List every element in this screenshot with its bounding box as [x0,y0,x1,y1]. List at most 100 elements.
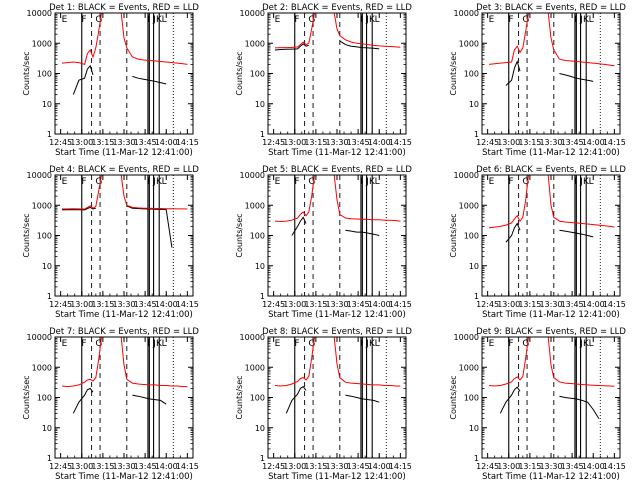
y-tick-label: 10000 [27,9,52,18]
plot-frame [481,336,621,459]
x-tick-label: 13:45 [347,462,370,471]
event-marker-label: F [81,339,86,349]
x-tick-label: 13:30 [539,462,562,471]
event-marker-label: F [294,15,299,25]
panel-title: Det 9: BLACK = Events, RED = LLD [476,327,626,337]
x-axis-label: Start Time (11-Mar-12 12:41:00) [55,148,193,158]
x-tick-label: 14:00 [582,300,605,309]
det-7-panel: Det 7: BLACK = Events, RED = LLD E F G I J K L 1… [22,327,199,480]
x-tick-label: 12:45 [476,462,499,471]
y-tick-label: 10000 [27,333,52,342]
y-tick-label: 100 [464,232,479,241]
x-tick-label: 13:00 [70,138,93,147]
y-tick-label: 100 [37,232,52,241]
y-tick-label: 1000 [32,39,52,48]
x-tick-label: 13:15 [518,462,541,471]
event-marker-label: J [579,177,583,187]
event-marker-label: L [375,15,380,25]
lld-series-line [274,337,401,387]
x-tick-label: 14:00 [155,138,178,147]
x-tick-label: 13:00 [70,300,93,309]
x-axis-label: Start Time (11-Mar-12 12:41:00) [268,148,406,158]
det-2-panel: Det 2: BLACK = Events, RED = LLD E F G I J K L 1… [235,3,412,158]
y-axis-label: Counts/sec [449,375,458,419]
y-axis-label: Counts/sec [235,51,244,95]
event-marker-label: I [361,177,364,187]
det-1-panel: Det 1: BLACK = Events, RED = LLD E F G I J K L 1… [22,3,199,158]
event-marker-label: G [95,177,102,187]
events-series-line [505,60,594,86]
x-tick-label: 13:30 [325,138,348,147]
x-tick-label: 13:45 [134,138,157,147]
y-tick-label: 1000 [245,363,265,372]
event-marker-label: K [369,339,376,349]
y-tick-label: 1 [47,130,52,139]
event-marker-label: J [365,15,369,25]
y-tick-label: 1 [474,130,479,139]
x-tick-label: 14:00 [582,138,605,147]
x-tick-label: 14:00 [582,462,605,471]
event-marker-label: E [489,339,495,349]
det-4-panel: Det 4: BLACK = Events, RED = LLD E F G I J K L 1… [22,165,199,320]
y-tick-label: 10 [469,100,479,109]
plot-frame [267,12,407,135]
x-tick-label: 12:45 [476,300,499,309]
panel-title: Det 1: BLACK = Events, RED = LLD [49,3,199,13]
y-tick-label: 10000 [454,171,479,180]
x-tick-label: 12:45 [262,300,285,309]
x-tick-label: 14:00 [155,300,178,309]
events-series-line [505,222,594,243]
y-tick-label: 1 [260,130,265,139]
event-marker-label: I [361,339,364,349]
x-tick-label: 13:45 [347,138,370,147]
event-marker-label: J [152,177,156,187]
event-marker-label: J [152,15,156,25]
x-tick-label: 13:45 [561,300,584,309]
y-tick-label: 10000 [240,9,265,18]
y-tick-label: 10 [469,262,479,271]
events-series-line [285,385,380,414]
y-tick-label: 100 [37,70,52,79]
lld-series-line [488,13,615,67]
x-axis-label: Start Time (11-Mar-12 12:41:00) [268,310,406,320]
event-marker-label: F [508,15,513,25]
event-marker-label: K [583,177,590,187]
x-tick-label: 13:00 [283,462,306,471]
lld-series-line [61,337,188,388]
y-tick-label: 100 [464,394,479,403]
event-marker-label: F [294,339,299,349]
x-tick-label: 14:15 [389,138,412,147]
x-tick-label: 13:15 [518,138,541,147]
y-tick-label: 100 [464,70,479,79]
x-tick-label: 13:00 [497,138,520,147]
y-tick-label: 1 [474,454,479,463]
event-marker-label: F [508,339,513,349]
y-tick-label: 1 [47,454,52,463]
lld-series-line [61,13,188,66]
x-tick-label: 14:00 [368,462,391,471]
event-marker-label: E [275,15,281,25]
y-tick-label: 10000 [27,171,52,180]
lld-series-line [274,13,401,49]
det-5-panel: Det 5: BLACK = Events, RED = LLD E F G I J K L 1… [235,165,412,320]
event-marker-label: L [162,177,167,187]
event-marker-label: F [508,177,513,187]
event-marker-label: I [575,177,578,187]
x-tick-label: 14:00 [368,300,391,309]
y-tick-label: 1 [260,454,265,463]
plot-frame [481,12,621,135]
event-marker-label: I [148,177,151,187]
y-tick-label: 1000 [459,363,479,372]
y-axis-label: Counts/sec [22,213,31,257]
y-tick-label: 10000 [454,9,479,18]
y-tick-label: 1000 [459,39,479,48]
y-axis-label: Counts/sec [449,213,458,257]
x-tick-label: 13:30 [539,138,562,147]
y-tick-label: 1 [474,292,479,301]
event-marker-label: K [156,339,163,349]
event-marker-label: G [95,339,102,349]
lld-series-line [61,175,188,210]
x-tick-label: 13:00 [70,462,93,471]
event-marker-label: I [148,15,151,25]
